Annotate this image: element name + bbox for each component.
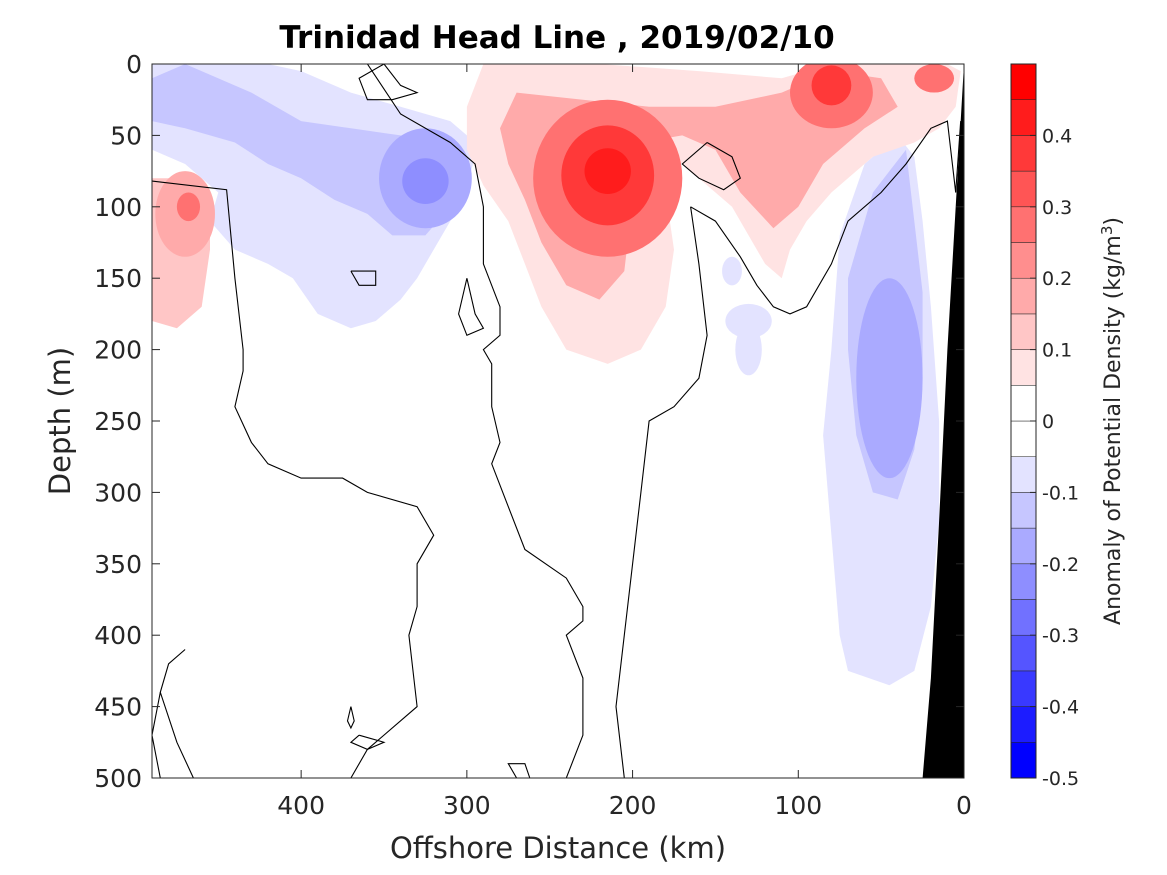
y-tick-label: 350 (94, 550, 142, 579)
y-tick-label: 400 (94, 621, 142, 650)
colorbar-tick-label: 0.4 (1042, 125, 1072, 147)
x-tick-label: 400 (277, 791, 325, 820)
x-tick-label: 200 (609, 791, 657, 820)
x-axis-ticks: 400 300 200 100 0 (277, 64, 972, 820)
y-tick-label: 100 (94, 193, 142, 222)
zero-contour (615, 206, 708, 778)
colorbar-band (1010, 634, 1037, 672)
colorbar-band (1010, 349, 1037, 386)
x-tick-label: 0 (956, 791, 972, 820)
y-tick-label: 450 (94, 693, 142, 722)
colorbar-band (1010, 742, 1037, 779)
colorbar-band (1010, 706, 1037, 743)
positive-core-offshore (176, 192, 201, 222)
zero-contour (346, 706, 355, 730)
y-tick-label: 250 (94, 407, 142, 436)
zero-contour (507, 763, 531, 778)
negative-patch (722, 256, 742, 286)
y-tick-label: 300 (94, 478, 142, 507)
colorbar-band (1010, 313, 1037, 350)
y-tick-label: 200 (94, 336, 142, 365)
colorbar-band (1010, 170, 1037, 208)
negative-core-offshore (402, 158, 449, 204)
zero-contour (681, 142, 741, 191)
zero-contour (349, 734, 386, 750)
colorbar-band (1010, 456, 1037, 493)
bathymetry (922, 64, 964, 778)
colorbar-tick-label: -0.5 (1042, 768, 1079, 790)
colorbar-band (1010, 563, 1037, 600)
positive-core-surface (811, 65, 852, 106)
colorbar-band (1010, 277, 1037, 315)
colorbar-band (1010, 135, 1037, 172)
colorbar-tick-label: 0 (1042, 411, 1054, 433)
negative-patch (735, 323, 762, 376)
x-tick-label: 100 (774, 791, 822, 820)
y-axis-ticks: 0 50 100 150 200 250 300 350 400 450 500 (94, 50, 964, 793)
colorbar-tick-label: -0.2 (1042, 554, 1079, 576)
negative-core-slope (856, 278, 923, 479)
zero-contour (366, 64, 584, 778)
colorbar-band (1010, 206, 1037, 243)
y-tick-label: 150 (94, 264, 142, 293)
chart-title: Trinidad Head Line , 2019/02/10 (279, 20, 834, 56)
positive-core (584, 148, 631, 194)
colorbar-band (1010, 99, 1037, 136)
colorbar-tick-label: 0.2 (1042, 268, 1072, 290)
colorbar-tick-label: -0.3 (1042, 625, 1079, 647)
zero-contour (358, 64, 419, 101)
x-tick-label: 300 (443, 791, 491, 820)
colorbar-band (1010, 385, 1037, 422)
y-tick-label: 50 (110, 121, 142, 150)
colorbar-band (1010, 492, 1037, 529)
x-axis-label: Offshore Distance (km) (390, 831, 726, 865)
colorbar-band (1010, 420, 1037, 457)
zero-contour (690, 120, 962, 315)
y-tick-label: 500 (94, 764, 142, 793)
colorbar-band (1010, 63, 1037, 100)
positive-core-surface (914, 64, 955, 93)
y-tick-label: 0 (126, 50, 142, 79)
plot-area (151, 63, 965, 779)
colorbar-tick-label: 0.1 (1042, 340, 1072, 362)
y-axis-label: Depth (m) (43, 347, 77, 495)
colorbar-tick-label: -0.1 (1042, 482, 1079, 504)
zero-contour (152, 180, 435, 778)
zero-contour (458, 278, 485, 337)
colorbar: 0.4 0.3 0.2 0.1 0 -0.1 -0.2 -0.3 -0.4 -0.5 (1010, 63, 1079, 790)
colorbar-tick-label: 0.3 (1042, 197, 1072, 219)
colorbar-band (1010, 242, 1037, 279)
zero-contour (350, 270, 377, 286)
colorbar-band (1010, 670, 1037, 707)
colorbar-label: Anomaly of Potential Density (kg/m3) (1098, 217, 1126, 625)
colorbar-band (1010, 599, 1037, 636)
colorbar-band (1010, 527, 1037, 565)
colorbar-tick-label: -0.4 (1042, 697, 1079, 719)
negative-patch (725, 303, 772, 339)
